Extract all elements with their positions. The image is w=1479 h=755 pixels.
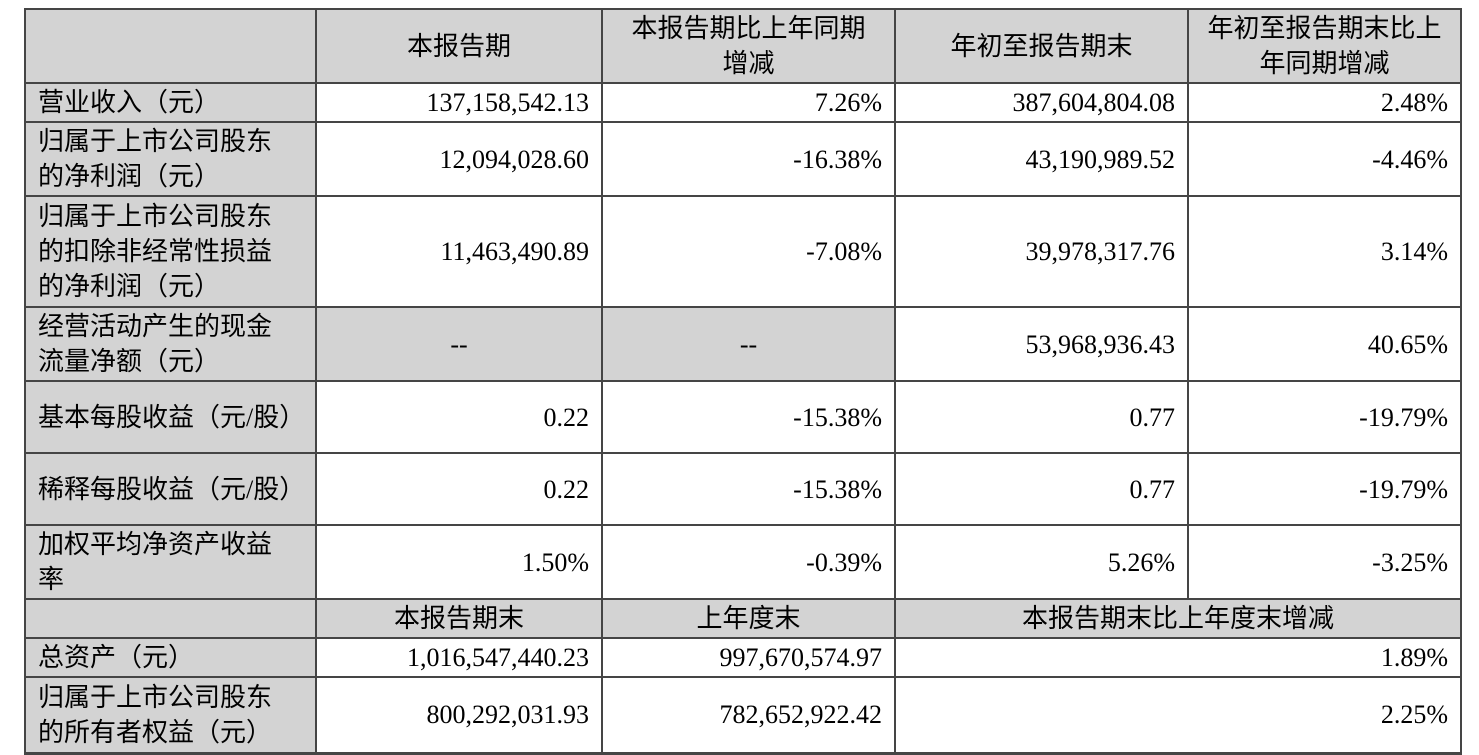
cell-period-end: 1,016,547,440.23 [315, 637, 603, 678]
table-row-total-assets: 总资产（元） 1,016,547,440.23 997,670,574.97 1… [24, 637, 1462, 678]
col-header-period-end: 本报告期末 [315, 598, 603, 639]
cell-ytd-yoy-change: -4.46% [1187, 121, 1462, 197]
cell-current-period: 1.50% [315, 524, 603, 600]
cell-prev-year-end: 782,652,922.42 [601, 676, 896, 754]
header-row-period: 本报告期 本报告期比上年同期增减 年初至报告期末 年初至报告期末比上年同期增减 [24, 8, 1462, 84]
cell-yoy-change: -16.38% [601, 121, 896, 197]
cell-ytd-yoy-change: -3.25% [1187, 524, 1462, 600]
row-label: 归属于上市公司股东的所有者权益（元） [24, 676, 317, 754]
col-header-prev-year-end: 上年度末 [601, 598, 896, 639]
row-label: 稀释每股收益（元/股） [24, 452, 317, 526]
row-label: 经营活动产生的现金流量净额（元） [24, 306, 317, 382]
cell-current-period: 11,463,490.89 [315, 195, 603, 308]
col-header-yoy-change: 本报告期比上年同期增减 [601, 8, 896, 84]
row-label: 基本每股收益（元/股） [24, 380, 317, 454]
cell-yoy-change: -7.08% [601, 195, 896, 308]
cell-current-period: 137,158,542.13 [315, 82, 603, 123]
cell-current-period: 0.22 [315, 380, 603, 454]
cell-current-period: 0.22 [315, 452, 603, 526]
cell-ytd-yoy-change: -19.79% [1187, 452, 1462, 526]
cell-ytd-yoy-change: 40.65% [1187, 306, 1462, 382]
cell-ytd-yoy-change: 2.48% [1187, 82, 1462, 123]
col-header-current-period: 本报告期 [315, 8, 603, 84]
cell-yoy-change-na: -- [601, 306, 896, 382]
col-header-end-change: 本报告期末比上年度末增减 [894, 598, 1462, 639]
table-row-revenue: 营业收入（元） 137,158,542.13 7.26% 387,604,804… [24, 82, 1462, 123]
row-label: 归属于上市公司股东的净利润（元） [24, 121, 317, 197]
row-label: 总资产（元） [24, 637, 317, 678]
table-row-net-profit: 归属于上市公司股东的净利润（元） 12,094,028.60 -16.38% 4… [24, 121, 1462, 197]
cell-ytd: 387,604,804.08 [894, 82, 1189, 123]
table-row-basic-eps: 基本每股收益（元/股） 0.22 -15.38% 0.77 -19.79% [24, 380, 1462, 454]
table-row-diluted-eps: 稀释每股收益（元/股） 0.22 -15.38% 0.77 -19.79% [24, 452, 1462, 526]
row-label: 营业收入（元） [24, 82, 317, 123]
table-row-owners-equity: 归属于上市公司股东的所有者权益（元） 800,292,031.93 782,65… [24, 676, 1462, 754]
cell-end-change: 2.25% [894, 676, 1462, 754]
cell-current-period-na: -- [315, 306, 603, 382]
cell-end-change: 1.89% [894, 637, 1462, 678]
table-row-weighted-avg-roe: 加权平均净资产收益率 1.50% -0.39% 5.26% -3.25% [24, 524, 1462, 600]
table-row-operating-cash-flow: 经营活动产生的现金流量净额（元） -- -- 53,968,936.43 40.… [24, 306, 1462, 382]
cell-current-period: 12,094,028.60 [315, 121, 603, 197]
cell-ytd: 0.77 [894, 452, 1189, 526]
row-label: 归属于上市公司股东的扣除非经常性损益的净利润（元） [24, 195, 317, 308]
cell-ytd: 53,968,936.43 [894, 306, 1189, 382]
cell-ytd: 0.77 [894, 380, 1189, 454]
header-row-period-end: 本报告期末 上年度末 本报告期末比上年度末增减 [24, 598, 1462, 639]
table-row-net-profit-excl-nonrecurring: 归属于上市公司股东的扣除非经常性损益的净利润（元） 11,463,490.89 … [24, 195, 1462, 308]
cell-ytd: 39,978,317.76 [894, 195, 1189, 308]
cell-yoy-change: -0.39% [601, 524, 896, 600]
col-header-ytd-yoy-change: 年初至报告期末比上年同期增减 [1187, 8, 1462, 84]
corner-cell [24, 8, 317, 84]
cell-ytd: 5.26% [894, 524, 1189, 600]
cell-prev-year-end: 997,670,574.97 [601, 637, 896, 678]
cell-period-end: 800,292,031.93 [315, 676, 603, 754]
corner-cell [24, 598, 317, 639]
cell-ytd: 43,190,989.52 [894, 121, 1189, 197]
col-header-ytd: 年初至报告期末 [894, 8, 1189, 84]
financial-summary-table: 本报告期 本报告期比上年同期增减 年初至报告期末 年初至报告期末比上年同期增减 … [24, 8, 1462, 755]
cell-ytd-yoy-change: -19.79% [1187, 380, 1462, 454]
cell-yoy-change: 7.26% [601, 82, 896, 123]
row-label: 加权平均净资产收益率 [24, 524, 317, 600]
cell-yoy-change: -15.38% [601, 452, 896, 526]
cell-yoy-change: -15.38% [601, 380, 896, 454]
cell-ytd-yoy-change: 3.14% [1187, 195, 1462, 308]
